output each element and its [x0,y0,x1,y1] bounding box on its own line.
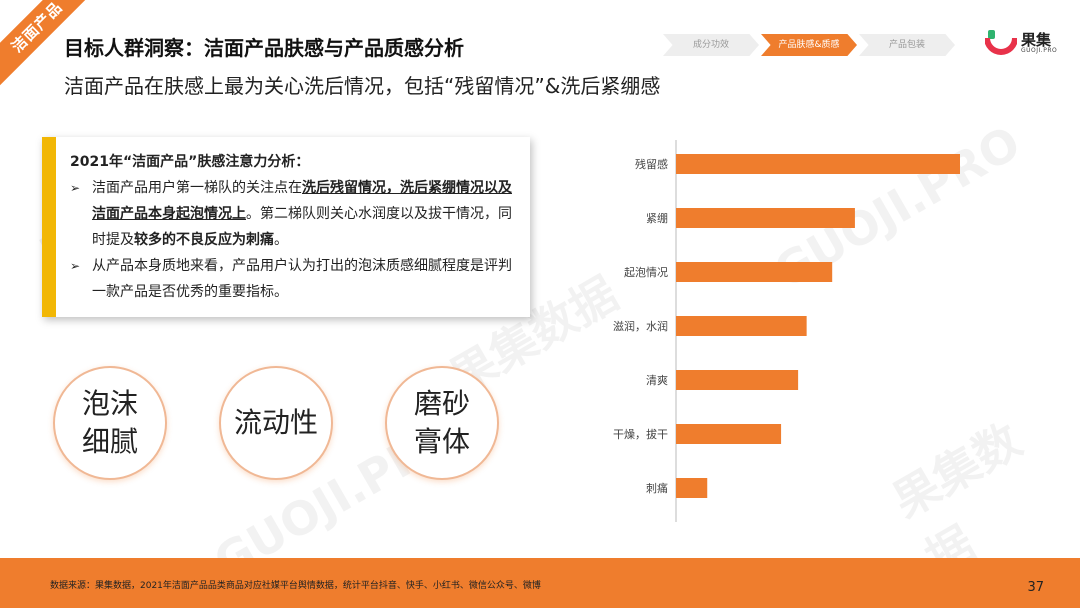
skin-feel-bar-chart: 残留感紧绷起泡情况滋润，水润清爽干燥，拔干刺痛 [600,140,1000,522]
category-label: 刺痛 [646,481,668,495]
circle-label: 泡沫 [81,387,138,420]
bar [676,154,960,174]
texture-circle-foam: 泡沫 细腻 [53,366,167,480]
bar [676,424,782,444]
analysis-bullet-text: 从产品本身质地来看，产品用户认为打出的泡沫质感细腻程度是评判一款产品是否优秀的重… [92,258,512,300]
text-run: 。 [274,232,288,248]
breadcrumb-step-texture[interactable]: 产品肤感&质感 [761,34,857,56]
analysis-bullet: ➢ 洁面产品用户第一梯队的关注点在洗后残留情况，洗后紧绷情况以及洁面产品本身起泡… [70,175,516,253]
bar [676,478,708,498]
logo-name: 果集 [1021,30,1052,49]
bar [676,370,799,390]
analysis-bullet: ➢ 从产品本身质地来看，产品用户认为打出的泡沫质感细腻程度是评判一款产品是否优秀… [70,253,516,305]
category-label: 起泡情况 [624,265,668,279]
analysis-heading: 2021年“洁面产品”肤感注意力分析： [70,154,310,170]
texture-circle-fluidity: 流动性 [219,366,333,480]
circle-label: 磨砂 [413,387,470,420]
analysis-box: 2021年“洁面产品”肤感注意力分析： ➢ 洁面产品用户第一梯队的关注点在洗后残… [42,137,530,317]
footer: 数据来源：果集数据，2021年洁面产品品类商品对应社媒平台舆情数据，统计平台抖音… [0,558,1080,608]
logo: 果集 GUOJI.PRO [985,30,1057,56]
arrow-bullet-icon: ➢ [70,259,81,273]
arrow-bullet-icon: ➢ [70,181,81,195]
text-run: 洁面产品用户第一梯队的关注点在 [92,180,302,196]
category-label: 干燥，拔干 [613,427,668,441]
logo-sub: GUOJI.PRO [1021,46,1058,54]
text-run: 。第二梯队则关心水润度以及拔干情况，同时提及 [92,206,512,248]
highlight-text: 较多的不良反应为刺痛 [134,232,274,248]
category-label: 清爽 [646,374,668,387]
page-subtitle: 洁面产品在肤感上最为关心洗后情况，包括“残留情况”&洗后紧绷感 [64,74,661,98]
footer-source: 数据来源：果集数据，2021年洁面产品品类商品对应社媒平台舆情数据，统计平台抖音… [50,581,541,591]
circle-label: 细腻 [81,425,138,458]
page-title: 目标人群洞察：洁面产品肤感与产品质感分析 [64,36,464,60]
category-label: 紧绷 [646,211,668,225]
highlight-text: 洗后残留情况，洗后紧绷情况以及洁面产品本身起泡情况上 [92,180,512,222]
bar [676,208,855,228]
circle-label: 膏体 [413,425,470,458]
bar [676,262,833,282]
breadcrumb-step-ingredients[interactable]: 成分功效 [663,34,759,56]
logo-icon [985,30,1017,55]
circle-label: 流动性 [233,406,318,439]
breadcrumb: 成分功效 产品肤感&质感 产品包装 [663,34,957,56]
category-label: 残留感 [635,157,668,171]
page-number: 37 [1027,580,1044,595]
category-label: 滋润，水润 [613,319,668,333]
texture-circle-scrub: 磨砂 膏体 [385,366,499,480]
breadcrumb-step-packaging[interactable]: 产品包装 [859,34,955,56]
analysis-bullet-text: 洁面产品用户第一梯队的关注点在洗后残留情况，洗后紧绷情况以及洁面产品本身起泡情况… [92,175,516,253]
bar [676,316,807,336]
